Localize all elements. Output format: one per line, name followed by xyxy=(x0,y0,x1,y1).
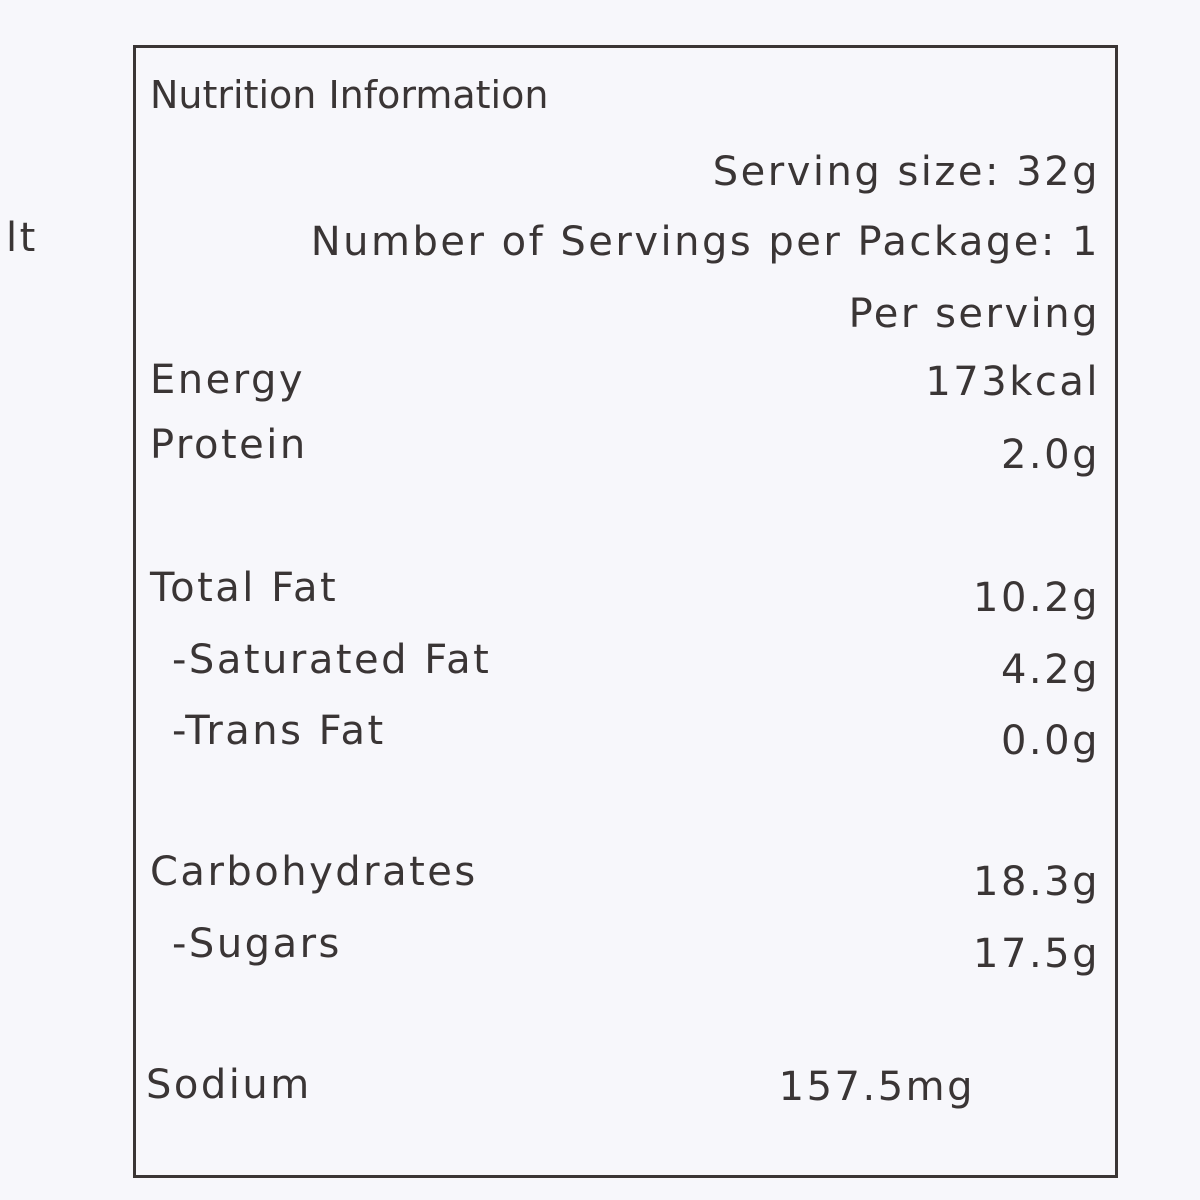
label-title: Nutrition Information xyxy=(150,73,549,117)
nutrient-value: 4.2g xyxy=(1000,647,1100,693)
nutrient-value: 17.5g xyxy=(973,931,1100,977)
serving-size: Serving size: 32g xyxy=(712,149,1100,195)
nutrient-name: Energy xyxy=(150,357,306,403)
nutrient-value: 173kcal xyxy=(925,359,1100,405)
nutrient-value: 157.5mg xyxy=(778,1064,975,1110)
servings-per-package: Number of Servings per Package: 1 xyxy=(310,219,1100,265)
nutrient-name: Sodium xyxy=(146,1062,312,1108)
nutrient-value: 2.0g xyxy=(1000,432,1100,478)
nutrient-name: Carbohydrates xyxy=(150,849,478,895)
column-header: Per serving xyxy=(848,291,1100,337)
text-fragment: lt xyxy=(6,215,38,261)
label-border xyxy=(133,45,1118,1178)
nutrient-name: Total Fat xyxy=(150,565,339,611)
nutrient-value: 0.0g xyxy=(1000,718,1100,764)
nutrient-name: -Trans Fat xyxy=(172,708,386,754)
nutrient-value: 10.2g xyxy=(973,575,1100,621)
nutrient-name: Protein xyxy=(150,422,308,468)
nutrient-value: 18.3g xyxy=(973,859,1100,905)
nutrient-name: -Saturated Fat xyxy=(172,637,492,683)
nutrient-name: -Sugars xyxy=(172,921,342,967)
